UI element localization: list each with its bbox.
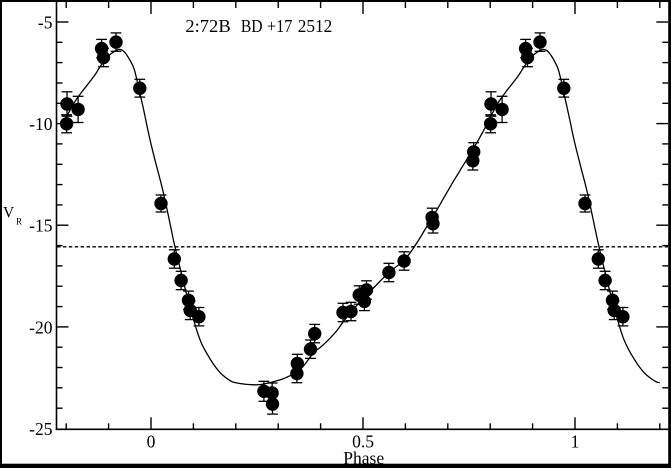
svg-text:-15: -15 xyxy=(29,216,53,236)
svg-text:R: R xyxy=(16,216,22,226)
svg-text:-5: -5 xyxy=(38,12,53,32)
svg-text:1: 1 xyxy=(571,432,580,452)
svg-text:-10: -10 xyxy=(29,114,53,134)
svg-text:2512: 2512 xyxy=(298,16,333,36)
svg-text:0.5: 0.5 xyxy=(352,432,374,452)
svg-text:-25: -25 xyxy=(29,419,53,439)
svg-text:BD: BD xyxy=(241,16,263,36)
svg-text:V: V xyxy=(3,205,15,222)
svg-text:0: 0 xyxy=(147,432,156,452)
svg-text:Phase: Phase xyxy=(343,448,384,468)
svg-text:2:72B: 2:72B xyxy=(185,16,230,36)
svg-text:-20: -20 xyxy=(29,317,53,337)
svg-text:+17: +17 xyxy=(267,16,293,36)
